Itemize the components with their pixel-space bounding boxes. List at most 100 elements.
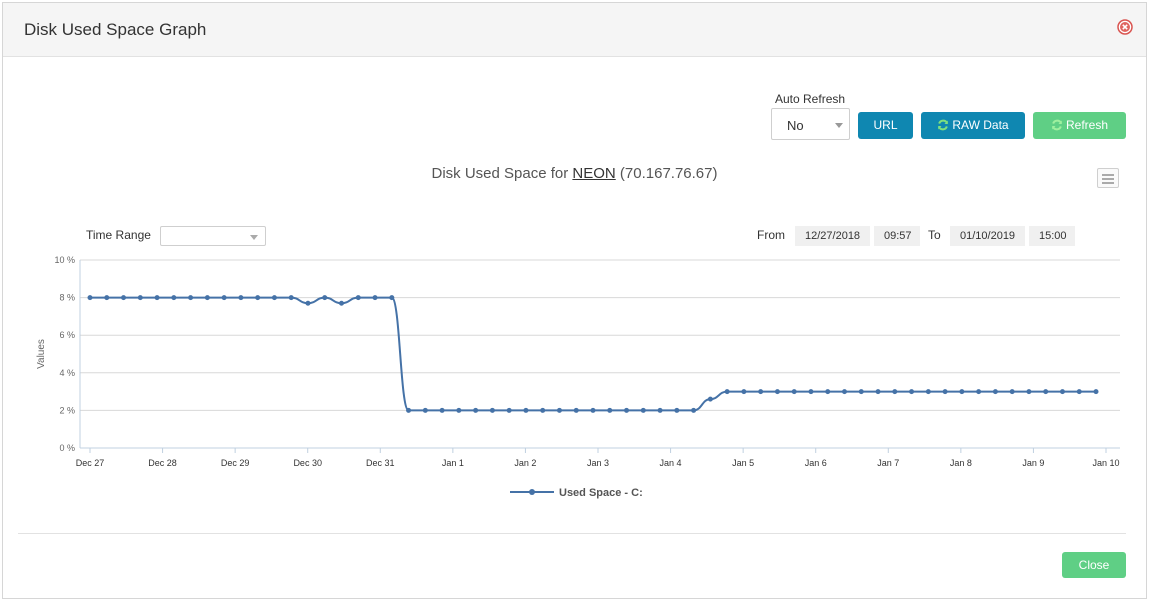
- x-tick-label: Dec 30: [293, 458, 322, 468]
- footer-divider: [18, 533, 1126, 534]
- auto-refresh-value: No: [787, 118, 804, 133]
- x-tick-label: Jan 10: [1092, 458, 1119, 468]
- x-tick-label: Jan 2: [514, 458, 536, 468]
- to-label: To: [928, 228, 941, 242]
- data-point: [271, 295, 277, 301]
- x-tick-label: Jan 9: [1022, 458, 1044, 468]
- url-button-label: URL: [873, 118, 898, 132]
- x-tick-label: Dec 27: [76, 458, 105, 468]
- x-tick-label: Jan 4: [660, 458, 682, 468]
- url-button[interactable]: URL: [858, 112, 913, 139]
- data-point: [892, 389, 898, 395]
- x-tick-label: Jan 6: [805, 458, 827, 468]
- data-point: [1009, 389, 1015, 395]
- data-point: [808, 389, 814, 395]
- data-point: [573, 407, 579, 413]
- data-point: [959, 389, 965, 395]
- data-point: [121, 295, 127, 301]
- data-point: [171, 295, 177, 301]
- data-point: [1043, 389, 1049, 395]
- data-point: [674, 407, 680, 413]
- data-point: [1076, 389, 1082, 395]
- data-point: [422, 407, 428, 413]
- to-date-input[interactable]: 01/10/2019: [950, 226, 1025, 246]
- data-point: [1093, 389, 1099, 395]
- close-icon[interactable]: [1117, 19, 1133, 35]
- data-point: [523, 407, 529, 413]
- data-point: [389, 295, 395, 301]
- x-tick-label: Dec 28: [148, 458, 177, 468]
- data-point: [506, 407, 512, 413]
- x-tick-label: Jan 8: [950, 458, 972, 468]
- data-point: [556, 407, 562, 413]
- data-point: [741, 389, 747, 395]
- data-point: [188, 295, 194, 301]
- data-point: [942, 389, 948, 395]
- y-tick-label: 0 %: [59, 443, 75, 453]
- refresh-icon: [938, 119, 949, 131]
- close-button[interactable]: Close: [1062, 552, 1126, 578]
- data-point: [154, 295, 160, 301]
- data-point: [137, 295, 143, 301]
- data-point: [104, 295, 110, 301]
- to-time-input[interactable]: 15:00: [1029, 226, 1075, 246]
- data-point: [372, 295, 378, 301]
- y-tick-label: 10 %: [54, 255, 75, 265]
- data-point: [489, 407, 495, 413]
- data-point: [238, 295, 244, 301]
- refresh-icon: [1052, 119, 1062, 131]
- chart-title: Disk Used Space for NEON (70.167.76.67): [0, 165, 1149, 182]
- chart-menu-icon[interactable]: [1097, 168, 1119, 188]
- auto-refresh-select[interactable]: No: [771, 108, 850, 140]
- data-point: [707, 396, 713, 402]
- refresh-button[interactable]: Refresh: [1033, 112, 1126, 139]
- data-point: [1059, 389, 1065, 395]
- x-tick-label: Dec 29: [221, 458, 250, 468]
- data-point: [540, 407, 546, 413]
- data-point: [456, 407, 462, 413]
- y-tick-label: 2 %: [59, 405, 75, 415]
- time-range-label: Time Range: [86, 228, 151, 242]
- chart-title-host-link[interactable]: NEON: [572, 165, 616, 182]
- raw-data-button[interactable]: RAW Data: [921, 112, 1025, 139]
- x-tick-label: Jan 1: [442, 458, 464, 468]
- line-chart: 0 % 2 % 4 % 6 % 8 % 10 % Values Dec 27 Dec 28 Dec…: [36, 255, 1120, 499]
- legend-marker: [529, 489, 535, 495]
- refresh-button-label: Refresh: [1065, 118, 1109, 132]
- chevron-down-icon: [250, 235, 258, 240]
- data-point: [590, 407, 596, 413]
- x-tick-label: Jan 5: [732, 458, 754, 468]
- modal-header: Disk Used Space Graph: [3, 3, 1146, 57]
- data-point: [339, 300, 344, 306]
- data-point: [221, 295, 227, 301]
- data-point: [305, 300, 311, 306]
- data-point: [255, 295, 261, 301]
- y-axis-title: Values: [36, 339, 47, 369]
- from-date-input[interactable]: 12/27/2018: [795, 226, 870, 246]
- data-point: [976, 389, 982, 395]
- from-time-input[interactable]: 09:57: [874, 226, 920, 246]
- x-tick-label: Jan 3: [587, 458, 609, 468]
- data-point: [322, 295, 328, 301]
- data-point: [406, 407, 412, 413]
- data-point: [774, 389, 780, 395]
- chart-title-ip: (70.167.76.67): [619, 165, 718, 182]
- legend-label: Used Space - C:: [559, 487, 643, 499]
- y-tick-label: 6 %: [59, 330, 75, 340]
- time-range-select[interactable]: [160, 226, 266, 246]
- modal-title: Disk Used Space Graph: [24, 20, 207, 39]
- data-point: [624, 407, 630, 413]
- data-point: [87, 295, 93, 301]
- data-point: [909, 389, 915, 395]
- data-point: [875, 389, 881, 395]
- data-point: [1026, 389, 1032, 395]
- data-point: [607, 407, 613, 413]
- y-tick-label: 8 %: [59, 293, 75, 303]
- data-point: [858, 389, 864, 395]
- data-point: [791, 389, 797, 395]
- data-point: [439, 407, 445, 413]
- data-point: [758, 389, 764, 395]
- data-point: [473, 407, 479, 413]
- raw-data-button-label: RAW Data: [952, 118, 1009, 132]
